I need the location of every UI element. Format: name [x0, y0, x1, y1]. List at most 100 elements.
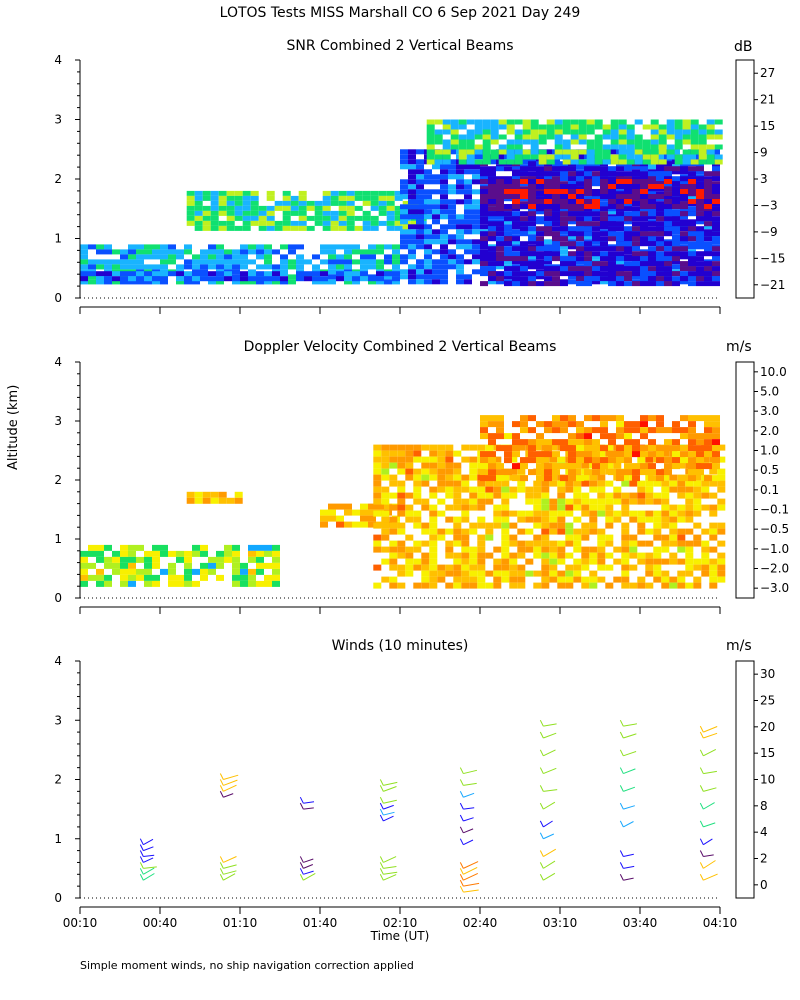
snr-cell	[250, 200, 259, 206]
velocity-cell	[445, 564, 454, 571]
snr-cell	[354, 190, 363, 196]
velocity-cell	[389, 540, 398, 547]
velocity-cell	[528, 445, 536, 452]
velocity-cell	[381, 546, 390, 553]
snr-cell	[584, 184, 592, 189]
snr-cell	[440, 279, 448, 285]
snr-cell	[432, 164, 440, 170]
velocity-cell	[512, 463, 520, 470]
snr-cell	[640, 226, 648, 232]
wind-barb-flag	[699, 838, 704, 845]
snr-cell	[362, 190, 371, 196]
snr-cell	[442, 119, 451, 125]
snr-cell	[184, 264, 192, 270]
snr-cell	[496, 261, 504, 267]
snr-cell	[344, 276, 352, 282]
snr-cell	[384, 279, 392, 285]
snr-cell	[608, 221, 616, 227]
velocity-cell	[592, 427, 600, 434]
snr-cell	[346, 220, 355, 226]
snr-cell	[296, 254, 304, 260]
velocity-cell	[608, 439, 616, 446]
y-tick-label: 3	[54, 414, 62, 428]
velocity-cell	[669, 522, 678, 529]
snr-cell	[474, 149, 483, 155]
snr-cell	[568, 199, 576, 204]
snr-cell	[650, 129, 659, 135]
velocity-cell	[429, 516, 438, 523]
snr-cell	[394, 195, 403, 201]
velocity-cell	[272, 550, 280, 557]
snr-cell	[688, 179, 696, 184]
velocity-cell	[693, 486, 702, 493]
snr-cell	[584, 176, 592, 182]
snr-cell	[506, 119, 515, 125]
velocity-cell	[186, 491, 195, 498]
velocity-cell	[677, 558, 686, 565]
snr-cell	[688, 199, 696, 204]
snr-cell	[624, 231, 632, 237]
velocity-cell	[624, 427, 632, 434]
snr-cell	[594, 154, 603, 160]
velocity-cell	[621, 510, 630, 517]
snr-cell	[226, 205, 235, 211]
snr-cell	[224, 276, 232, 282]
velocity-cell	[581, 552, 590, 559]
wind-barb	[143, 854, 155, 858]
snr-cell	[586, 129, 595, 135]
snr-cell	[250, 210, 259, 216]
snr-cell	[234, 205, 243, 211]
velocity-cell	[512, 421, 520, 428]
velocity-cell	[501, 552, 510, 559]
velocity-cell	[480, 457, 488, 464]
wind-barb	[223, 864, 237, 869]
snr-cell	[144, 244, 152, 250]
snr-cell	[448, 214, 456, 220]
velocity-cell	[405, 516, 414, 523]
velocity-cell	[605, 462, 614, 469]
snr-cell	[568, 211, 576, 217]
velocity-cell	[469, 528, 478, 535]
velocity-cell	[160, 550, 168, 557]
snr-cell	[440, 264, 448, 270]
velocity-cell	[429, 558, 438, 565]
velocity-cell	[669, 480, 678, 487]
snr-cell	[338, 200, 347, 206]
velocity-cell	[509, 576, 518, 583]
snr-cell	[200, 276, 208, 282]
snr-cell	[520, 241, 528, 247]
snr-cell	[552, 204, 560, 209]
velocity-cell	[328, 515, 336, 522]
snr-cell	[536, 246, 544, 252]
snr-cell	[680, 214, 688, 220]
wind-barb	[543, 749, 556, 757]
snr-cell	[400, 184, 408, 190]
velocity-cell	[632, 427, 640, 434]
snr-cell	[408, 249, 416, 255]
snr-cell	[322, 195, 331, 201]
velocity-cell	[640, 433, 648, 440]
snr-cell	[528, 216, 536, 222]
snr-cell	[592, 171, 600, 177]
snr-cell	[600, 189, 608, 194]
snr-cell	[536, 251, 544, 257]
velocity-cell	[573, 558, 582, 565]
velocity-cell	[605, 564, 614, 571]
snr-cell	[552, 184, 560, 189]
velocity-cell	[445, 480, 454, 487]
snr-cell	[530, 129, 539, 135]
snr-cell	[650, 134, 659, 140]
wind-barb	[463, 839, 474, 846]
snr-cell	[696, 241, 704, 247]
velocity-cell	[469, 486, 478, 493]
wind-barb-flag	[459, 814, 464, 822]
velocity-cell	[693, 582, 702, 589]
snr-cell	[642, 149, 651, 155]
snr-cell	[528, 239, 536, 245]
velocity-cell	[381, 522, 390, 529]
snr-cell	[496, 194, 504, 199]
snr-cell	[400, 149, 408, 155]
velocity-cell	[552, 451, 560, 458]
snr-cell	[696, 199, 704, 204]
wind-barb-flag	[379, 779, 384, 786]
